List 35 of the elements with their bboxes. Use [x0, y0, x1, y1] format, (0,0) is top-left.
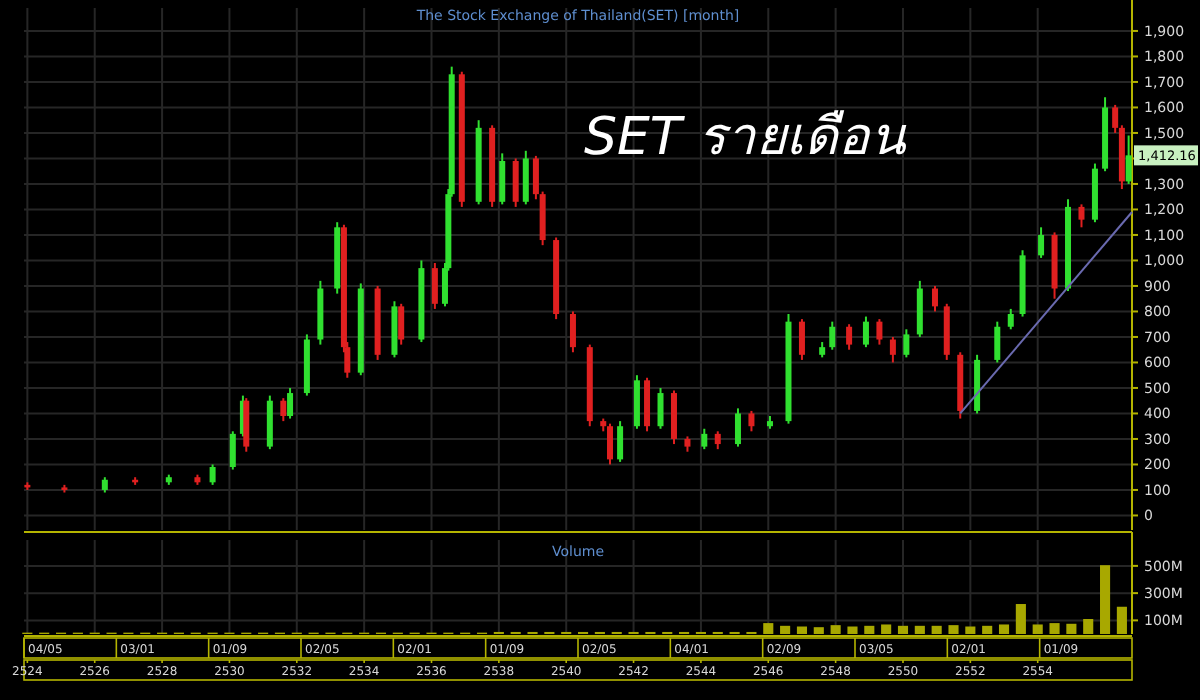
candlestick	[606, 422, 613, 466]
candlestick	[903, 328, 910, 359]
candlestick	[846, 323, 853, 351]
candlestick	[569, 310, 576, 354]
candlestick	[798, 318, 805, 361]
candlestick	[876, 318, 883, 346]
candlestick	[644, 376, 651, 433]
candlestick	[862, 315, 869, 349]
text: SET รายเดือน	[584, 108, 909, 168]
candlestick	[734, 407, 741, 448]
candlestick	[287, 386, 294, 420]
candlestick	[670, 389, 677, 446]
candlestick	[398, 302, 405, 346]
candlestick	[994, 320, 1001, 364]
candlestick	[431, 262, 438, 310]
candlestick	[931, 284, 938, 313]
candlestick	[617, 420, 624, 463]
candlestick	[1007, 307, 1014, 331]
candlestick	[499, 152, 506, 206]
candlestick	[243, 397, 250, 453]
candlestick	[748, 409, 755, 433]
candlestick	[280, 397, 287, 423]
candlestick	[209, 463, 216, 486]
candlestick	[266, 394, 273, 451]
candlestick	[916, 279, 923, 338]
candlestick	[522, 149, 529, 206]
candlestick	[701, 427, 708, 451]
candlestick	[512, 157, 519, 208]
candlestick	[1078, 203, 1085, 229]
candlestick	[889, 335, 896, 364]
candlestick	[829, 320, 836, 351]
candlestick	[1038, 226, 1045, 259]
candlestick	[229, 430, 236, 471]
candlestick	[633, 374, 640, 430]
candlestick	[657, 386, 664, 430]
